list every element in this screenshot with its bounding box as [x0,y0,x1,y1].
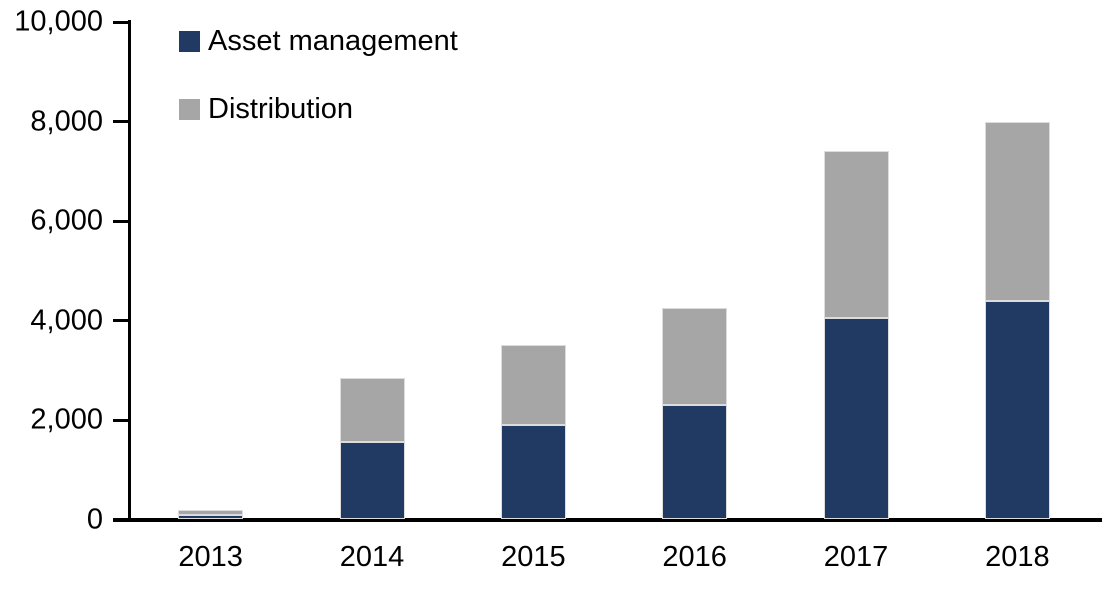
legend-item-asset-management: Asset management [179,27,458,56]
bar-segment-distribution-2016 [662,308,728,406]
y-axis-tick [113,319,128,322]
bar-segment-asset-management-2014 [339,442,405,520]
legend-label-asset-management: Asset management [208,25,458,57]
legend-swatch-asset-management-icon [179,31,200,52]
x-axis-label-2016: 2016 [662,541,727,573]
y-axis-tick [113,219,128,223]
bar-segment-asset-management-2017 [823,318,889,520]
y-axis-line [128,20,131,521]
legend: Asset management Distribution [179,27,458,163]
y-axis-tick [113,418,128,422]
bar-segment-asset-management-2018 [984,300,1050,520]
x-axis-label-2013: 2013 [178,541,243,573]
bar-segment-distribution-2013 [178,510,244,515]
y-axis-tick-label: 6,000 [30,204,103,237]
y-axis-tick [113,518,128,521]
y-axis-tick [113,20,128,24]
bar-segment-distribution-2015 [500,345,566,425]
bar-segment-asset-management-2015 [500,424,566,520]
x-axis-label-2018: 2018 [985,541,1050,573]
bar-segment-distribution-2017 [823,151,889,318]
legend-item-distribution: Distribution [179,95,458,124]
x-axis-label-2015: 2015 [501,541,566,573]
y-axis-tick-label: 0 [86,503,103,535]
y-axis-tick-label: 8,000 [30,105,103,137]
y-axis-tick-label: 4,000 [30,304,103,336]
bar-segment-asset-management-2016 [662,405,728,520]
bar-segment-distribution-2014 [339,377,405,443]
y-axis-tick-label: 10,000 [14,5,103,38]
x-axis-label-2017: 2017 [823,541,889,573]
x-axis-label-2014: 2014 [339,541,405,573]
y-axis-tick [113,120,128,123]
bar-segment-asset-management-2013 [178,514,244,520]
legend-swatch-distribution-icon [179,99,200,120]
bar-segment-distribution-2018 [984,121,1050,301]
x-axis-line [113,518,1102,522]
y-axis-tick-label: 2,000 [30,403,103,436]
legend-label-distribution: Distribution [208,93,354,125]
